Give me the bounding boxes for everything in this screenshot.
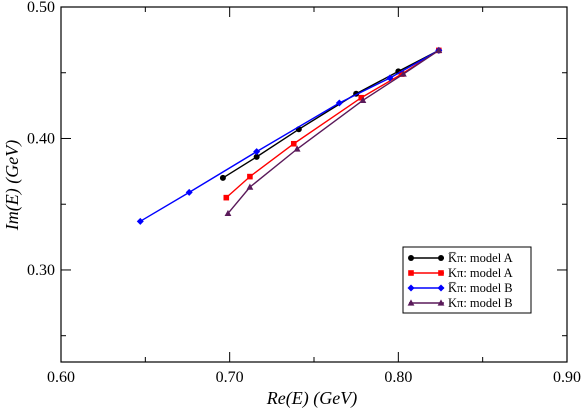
series-line xyxy=(139,49,440,222)
data-point xyxy=(223,194,230,201)
y-tick-label: 0.40 xyxy=(27,130,55,147)
y-tick-label: 0.30 xyxy=(27,262,55,279)
legend-entry: K̅π: model A xyxy=(408,251,513,265)
plot-area: 0.60 0.70 0.80 0.90 0.30 0.40 0.50 xyxy=(27,0,581,386)
data-point xyxy=(407,284,415,292)
data-point xyxy=(437,284,445,292)
legend: K̅π: model A Kπ: model A K̅π: model B Kπ… xyxy=(402,246,532,314)
data-point xyxy=(224,209,232,217)
legend-label: K̅π: model A xyxy=(448,251,513,265)
legend-label: Kπ: model A xyxy=(448,266,513,280)
data-point xyxy=(399,70,407,77)
data-point xyxy=(247,173,253,180)
series-2 xyxy=(136,46,443,225)
data-point xyxy=(358,94,365,101)
x-tick-label: 0.70 xyxy=(216,369,244,386)
series-3 xyxy=(224,46,443,217)
series-line xyxy=(225,49,440,199)
x-tick-label: 0.90 xyxy=(553,369,581,386)
data-point xyxy=(246,183,254,190)
data-point xyxy=(253,148,261,156)
data-point xyxy=(219,174,226,181)
data-point xyxy=(335,99,343,107)
series-line xyxy=(222,49,440,179)
data-point xyxy=(290,140,297,147)
y-axis-title: Im(E) (GeV) xyxy=(2,140,23,231)
data-point xyxy=(438,255,444,261)
data-point xyxy=(136,217,144,225)
y-tick-label: 0.50 xyxy=(27,0,55,16)
data-point xyxy=(253,153,260,160)
data-point xyxy=(438,270,444,276)
legend-entry: K̅π: model B xyxy=(407,281,513,295)
data-point xyxy=(407,299,415,306)
legend-label: K̅π: model B xyxy=(448,281,513,295)
data-point xyxy=(435,46,443,53)
legend-label: Kπ: model B xyxy=(448,296,513,310)
data-point xyxy=(359,96,367,103)
data-point xyxy=(293,145,301,152)
data-point xyxy=(437,299,445,306)
legend-entry: Kπ: model B xyxy=(407,296,513,310)
data-point xyxy=(408,270,414,276)
x-tick-label: 0.60 xyxy=(47,369,75,386)
data-point xyxy=(386,74,394,82)
legend-entry: Kπ: model A xyxy=(408,266,513,280)
x-axis-title: Re(E) (GeV) xyxy=(266,388,357,409)
x-tick-label: 0.80 xyxy=(384,369,412,386)
data-point xyxy=(408,255,414,261)
series-line xyxy=(227,49,440,214)
data-point xyxy=(185,188,193,196)
